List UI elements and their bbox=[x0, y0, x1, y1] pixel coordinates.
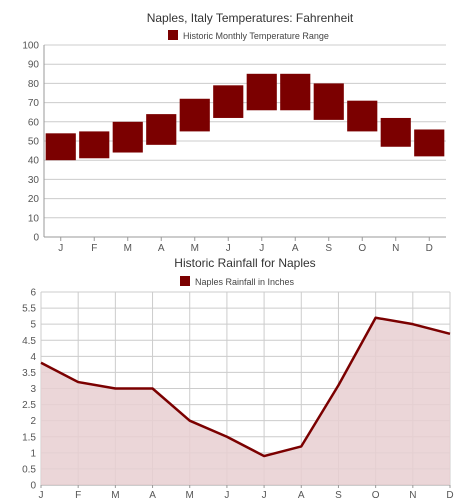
rainfall-y-tick-label: 1.5 bbox=[22, 432, 36, 443]
rainfall-x-tick-label: F bbox=[75, 490, 81, 501]
temperature-x-tick-label: A bbox=[292, 243, 299, 254]
temperature-x-tick-label: J bbox=[58, 243, 63, 254]
temperature-y-tick-label: 80 bbox=[28, 79, 40, 90]
temperature-y-tick-label: 70 bbox=[28, 98, 40, 109]
rainfall-x-tick-label: A bbox=[298, 490, 305, 501]
rainfall-y-tick-label: 3.5 bbox=[22, 368, 36, 379]
rainfall-chart-title: Historic Rainfall for Naples bbox=[174, 256, 315, 270]
temperature-y-tick-label: 40 bbox=[28, 156, 40, 167]
temperature-chart-title: Naples, Italy Temperatures: Fahrenheit bbox=[147, 11, 354, 25]
temperature-x-tick-label: J bbox=[226, 243, 231, 254]
temperature-x-tick-label: M bbox=[124, 243, 132, 254]
temperature-legend-swatch bbox=[168, 30, 178, 40]
temperature-range-bar bbox=[179, 98, 210, 132]
rainfall-y-tick-label: 2.5 bbox=[22, 400, 36, 411]
temperature-range-bar bbox=[347, 100, 378, 132]
rainfall-y-tick-label: 4.5 bbox=[22, 336, 36, 347]
temperature-x-tick-label: A bbox=[158, 243, 165, 254]
temperature-range-bar bbox=[213, 85, 244, 118]
temperature-range-bar bbox=[380, 117, 411, 147]
rainfall-x-tick-label: J bbox=[262, 490, 267, 501]
rainfall-x-tick-label: A bbox=[149, 490, 156, 501]
rainfall-x-tick-label: M bbox=[111, 490, 119, 501]
temperature-range-bar bbox=[45, 133, 76, 161]
rainfall-y-tick-label: 0 bbox=[30, 481, 36, 492]
rainfall-line bbox=[40, 316, 451, 458]
rainfall-y-tick-label: 5 bbox=[30, 320, 36, 331]
temperature-range-bar bbox=[112, 121, 143, 153]
temperature-x-tick-label: S bbox=[325, 243, 332, 254]
rainfall-y-tick-label: 3 bbox=[30, 384, 36, 395]
temperature-x-tick-label: J bbox=[259, 243, 264, 254]
temperature-x-tick-label: N bbox=[392, 243, 399, 254]
rainfall-x-tick-label: J bbox=[224, 490, 229, 501]
temperature-y-tick-label: 30 bbox=[28, 175, 40, 186]
rainfall-y-tick-label: 6 bbox=[30, 288, 36, 299]
temperature-range-bar bbox=[280, 73, 311, 111]
rainfall-chart: Historic Rainfall for Naples Naples Rain… bbox=[22, 256, 454, 501]
rainfall-area-fill bbox=[41, 317, 450, 485]
temperature-y-tick-label: 0 bbox=[33, 233, 39, 244]
rainfall-x-tick-label: O bbox=[372, 490, 380, 501]
temperature-range-bar bbox=[414, 129, 445, 157]
rainfall-legend-label: Naples Rainfall in Inches bbox=[195, 277, 295, 287]
rainfall-y-tick-label: 5.5 bbox=[22, 304, 36, 315]
temperature-y-tick-label: 10 bbox=[28, 213, 40, 224]
temperature-legend-label: Historic Monthly Temperature Range bbox=[183, 31, 329, 41]
rainfall-x-tick-label: S bbox=[335, 490, 342, 501]
temperature-x-tick-label: D bbox=[426, 243, 433, 254]
temperature-y-axis: 0 10 20 30 40 50 60 70 80 90 100 bbox=[22, 41, 39, 244]
temperature-y-tick-label: 90 bbox=[28, 60, 40, 71]
temperature-range-bar bbox=[79, 131, 110, 159]
rainfall-y-tick-label: 2 bbox=[30, 416, 36, 427]
temperature-y-tick-label: 20 bbox=[28, 194, 40, 205]
rainfall-y-tick-label: 0.5 bbox=[22, 464, 36, 475]
temperature-bars bbox=[45, 73, 445, 161]
rainfall-x-tick-label: N bbox=[409, 490, 416, 501]
rainfall-x-tick-label: D bbox=[446, 490, 453, 501]
temperature-x-tick-label: M bbox=[191, 243, 199, 254]
temperature-range-bar bbox=[313, 83, 344, 120]
rainfall-y-tick-label: 4 bbox=[30, 352, 36, 363]
temperature-chart: Naples, Italy Temperatures: Fahrenheit H… bbox=[22, 11, 446, 254]
temperature-range-bar bbox=[146, 114, 177, 145]
rainfall-x-tick-label: M bbox=[186, 490, 194, 501]
rainfall-legend-swatch bbox=[180, 276, 190, 286]
temperature-y-tick-label: 50 bbox=[28, 137, 40, 148]
rainfall-area bbox=[40, 316, 451, 485]
rainfall-x-tick-label: J bbox=[39, 490, 44, 501]
rainfall-y-axis: 0 0.5 1 1.5 2 2.5 3 3.5 4 4.5 5 5.5 6 bbox=[22, 288, 36, 492]
temperature-range-bar bbox=[246, 73, 277, 111]
temperature-y-tick-label: 60 bbox=[28, 117, 40, 128]
temperature-x-tick-label: O bbox=[358, 243, 366, 254]
temperature-gridlines bbox=[43, 44, 446, 238]
rainfall-y-tick-label: 1 bbox=[30, 448, 36, 459]
temperature-x-tick-label: F bbox=[91, 243, 97, 254]
temperature-y-tick-label: 100 bbox=[22, 41, 39, 52]
